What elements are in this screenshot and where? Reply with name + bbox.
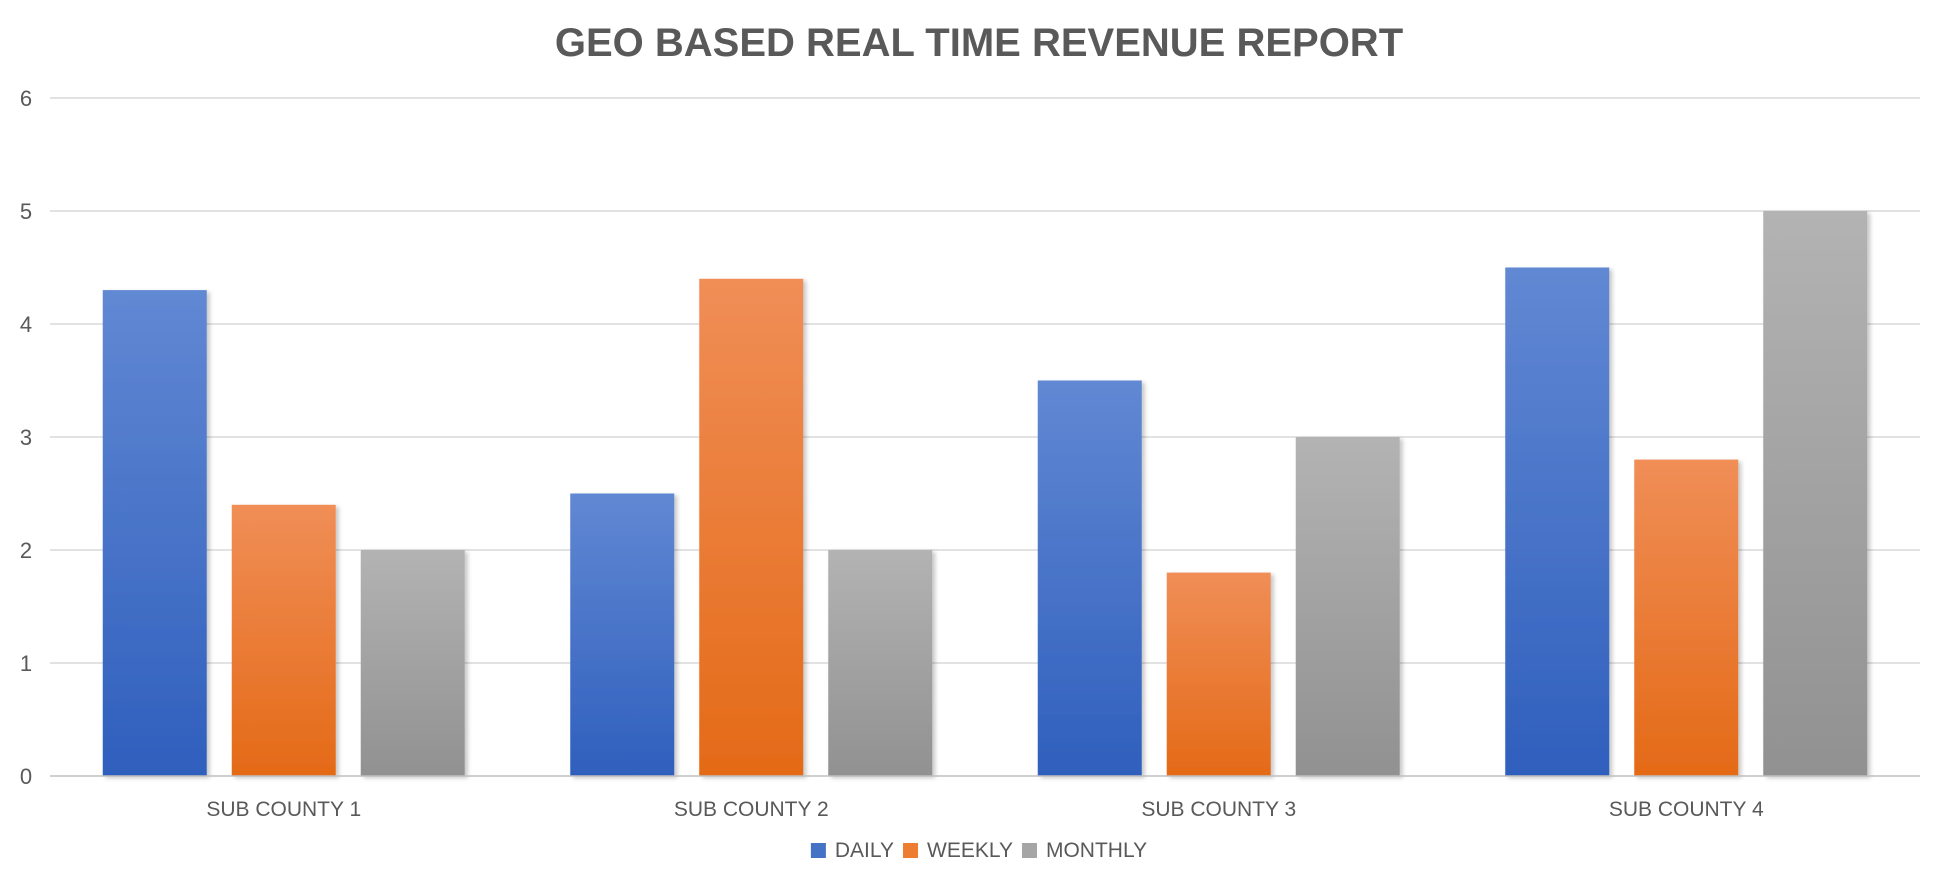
y-tick-label: 5 — [20, 199, 32, 224]
y-tick-label: 6 — [20, 86, 32, 111]
x-category-label: SUB COUNTY 2 — [674, 798, 829, 821]
bar-daily-4 — [1505, 267, 1610, 776]
y-tick-label: 0 — [20, 764, 32, 789]
bar-weekly-2 — [699, 278, 804, 776]
bar-monthly-2 — [828, 550, 933, 776]
bar-weekly-3 — [1166, 572, 1271, 776]
y-tick-label: 3 — [20, 425, 32, 450]
legend-item-daily: DAILY — [810, 839, 894, 862]
legend: DAILY WEEKLY MONTHLY — [810, 839, 1147, 862]
bar-daily-2 — [570, 493, 675, 776]
legend-label: DAILY — [835, 839, 894, 862]
chart-title: GEO BASED REAL TIME REVENUE REPORT — [555, 21, 1403, 65]
bar-weekly-4 — [1634, 459, 1739, 776]
bar-monthly-3 — [1295, 437, 1400, 776]
x-category-label: SUB COUNTY 1 — [206, 798, 361, 821]
y-tick-label: 4 — [20, 312, 32, 337]
bar-daily-3 — [1037, 380, 1142, 776]
y-tick-label: 2 — [20, 538, 32, 563]
x-axis-categories: SUB COUNTY 1 SUB COUNTY 2 SUB COUNTY 3 SUB … — [206, 798, 1764, 821]
legend-item-weekly: WEEKLY — [903, 839, 1013, 862]
x-category-label: SUB COUNTY 4 — [1609, 798, 1764, 821]
bars — [102, 211, 1868, 776]
legend-label: MONTHLY — [1046, 839, 1147, 862]
legend-swatch — [1021, 843, 1037, 858]
legend-label: WEEKLY — [927, 839, 1013, 862]
legend-swatch — [810, 843, 826, 858]
y-tick-label: 1 — [20, 651, 32, 676]
bar-weekly-1 — [231, 504, 336, 776]
bar-daily-1 — [102, 290, 207, 776]
y-axis-ticks: 0 1 2 3 4 5 6 — [20, 86, 32, 789]
x-category-label: SUB COUNTY 3 — [1141, 798, 1296, 821]
bar-monthly-4 — [1763, 211, 1868, 776]
bar-monthly-1 — [360, 550, 465, 776]
legend-item-monthly: MONTHLY — [1021, 839, 1147, 862]
legend-swatch — [903, 843, 919, 858]
